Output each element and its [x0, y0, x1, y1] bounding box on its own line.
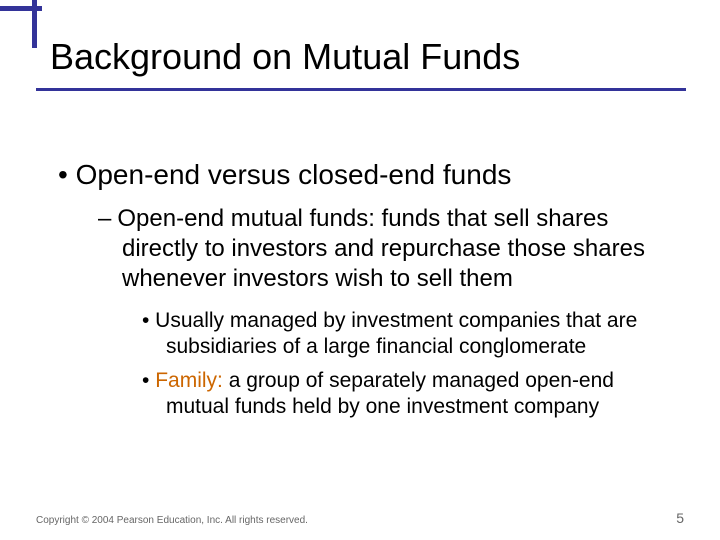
bullet-level3-a: • Usually managed by investment companie…	[142, 308, 680, 361]
bullet-level1: • Open-end versus closed-end funds	[58, 158, 680, 192]
title-underline	[36, 88, 686, 91]
level3b-rest: a group of separately managed open-end m…	[166, 369, 614, 418]
bullet-level3-b: • Family: a group of separately managed …	[142, 368, 680, 421]
bullet-level2: –Open-end mutual funds: funds that sell …	[98, 204, 680, 294]
slide-content: • Open-end versus closed-end funds –Open…	[50, 158, 680, 421]
dash-marker: –	[98, 205, 111, 232]
copyright-text: Copyright © 2004 Pearson Education, Inc.…	[36, 515, 308, 526]
footer: Copyright © 2004 Pearson Education, Inc.…	[36, 510, 684, 526]
bullet-marker: •	[142, 369, 155, 392]
page-number: 5	[676, 510, 684, 526]
term-open-end: Open-end mutual funds:	[117, 205, 375, 232]
slide-title: Background on Mutual Funds	[50, 36, 520, 78]
term-family: Family:	[155, 369, 223, 392]
corner-vertical-bar	[32, 0, 37, 48]
